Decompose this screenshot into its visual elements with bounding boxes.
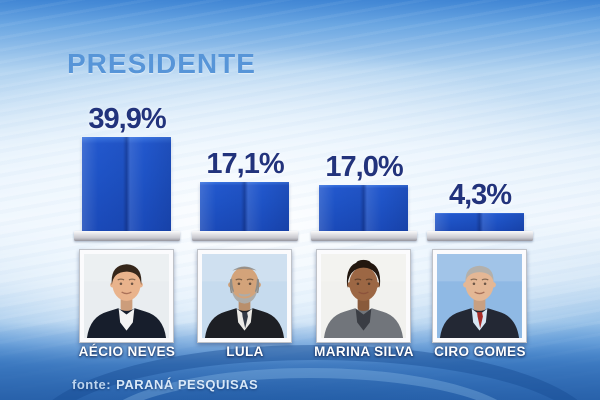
candidate-name: MARINA SILVA <box>314 344 414 359</box>
candidate-column-aecio: 39,9% AÉCIO NEVES <box>68 100 186 365</box>
bar-platform <box>74 231 180 241</box>
candidate-name: LULA <box>226 344 264 359</box>
source-name: PARANÁ PESQUISAS <box>116 377 259 392</box>
bar-platform <box>311 231 417 241</box>
candidate-name: AÉCIO NEVES <box>78 344 176 359</box>
candidate-photo <box>84 254 169 338</box>
percent-label: 17,0% <box>325 151 403 183</box>
page-title: PRESIDENTE <box>67 48 256 79</box>
photo-frame <box>197 249 292 343</box>
candidate-photo <box>437 254 522 338</box>
photo-frame <box>316 249 411 343</box>
bar-platform <box>192 231 298 241</box>
poll-bar <box>200 182 289 231</box>
source-prefix: fonte: <box>72 377 112 392</box>
bar-platform <box>427 231 533 241</box>
percent-label: 4,3% <box>448 179 512 211</box>
candidate-photo <box>321 254 406 338</box>
source-credit: fonte: PARANÁ PESQUISAS <box>72 377 258 392</box>
photo-frame <box>432 249 527 343</box>
candidate-photo <box>202 254 287 338</box>
poll-bar <box>319 185 408 231</box>
candidate-name: CIRO GOMES <box>434 344 526 359</box>
candidate-column-ciro: 4,3% CIRO GOMES <box>421 100 539 365</box>
poll-bar <box>82 137 171 231</box>
percent-label: 39,9% <box>88 103 166 135</box>
photo-frame <box>79 249 174 343</box>
candidate-column-marina: 17,0% MARINA SILVA <box>305 100 423 365</box>
candidate-column-lula: 17,1% LULA <box>186 100 304 365</box>
percent-label: 17,1% <box>206 148 284 180</box>
poll-bar <box>435 213 524 231</box>
